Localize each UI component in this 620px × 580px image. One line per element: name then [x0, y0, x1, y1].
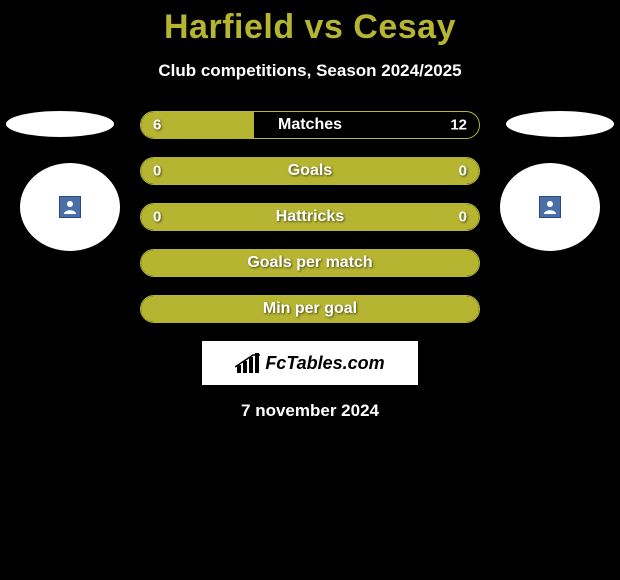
- brand-badge: FcTables.com: [202, 341, 418, 385]
- player-left-avatar: [20, 163, 120, 251]
- date-text: 7 november 2024: [0, 401, 620, 421]
- page-title: Harfield vs Cesay: [0, 0, 620, 47]
- player-placeholder-icon: [539, 196, 561, 218]
- player-right-avatar: [500, 163, 600, 251]
- stat-label: Matches: [141, 116, 479, 134]
- player-left-name-ellipse: [6, 111, 114, 137]
- stat-label: Hattricks: [141, 208, 479, 226]
- page-subtitle: Club competitions, Season 2024/2025: [0, 61, 620, 81]
- player-right-name-ellipse: [506, 111, 614, 137]
- stat-bar: Min per goal: [140, 295, 480, 323]
- stat-label: Goals per match: [141, 254, 479, 272]
- stat-label: Goals: [141, 162, 479, 180]
- stat-bar: 00Hattricks: [140, 203, 480, 231]
- stat-bar: Goals per match: [140, 249, 480, 277]
- brand-chart-icon: [235, 353, 261, 373]
- stat-bar: 00Goals: [140, 157, 480, 185]
- stat-bar: 612Matches: [140, 111, 480, 139]
- player-placeholder-icon: [59, 196, 81, 218]
- comparison-section: 612Matches 00Goals 00Hattricks Goals per ma…: [0, 111, 620, 323]
- brand-text: FcTables.com: [265, 353, 384, 374]
- stat-label: Min per goal: [141, 300, 479, 318]
- stat-bars: 612Matches 00Goals 00Hattricks Goals per ma…: [140, 111, 480, 323]
